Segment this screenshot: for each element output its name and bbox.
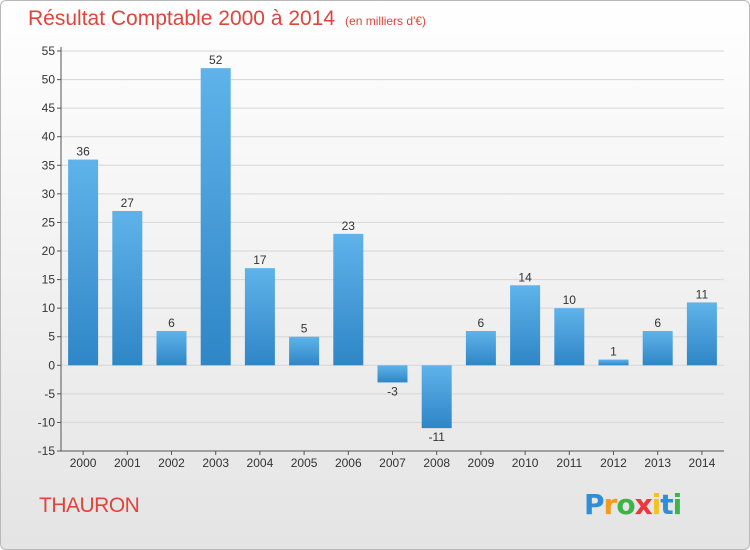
data-label-2003: 52 <box>209 53 223 67</box>
data-label-2009: 6 <box>478 316 485 330</box>
data-label-2004: 17 <box>253 253 267 267</box>
y-tick-label: 30 <box>42 187 56 201</box>
x-tick-label-2003: 2003 <box>202 456 229 470</box>
bar-2012 <box>598 359 629 366</box>
x-tick-label-2014: 2014 <box>689 456 716 470</box>
bar-2013 <box>642 331 673 366</box>
data-label-2014: 11 <box>696 287 709 301</box>
x-tick-label-2001: 2001 <box>114 456 141 470</box>
y-tick-label: -10 <box>38 415 56 429</box>
commune-name: THAURON <box>39 494 140 517</box>
bar-2002 <box>156 331 187 366</box>
bar-2010 <box>510 285 541 366</box>
data-label-2008: -11 <box>428 430 445 444</box>
y-tick-label: 25 <box>42 215 56 229</box>
x-tick-label-2008: 2008 <box>423 456 450 470</box>
x-tick-label-2011: 2011 <box>556 456 582 470</box>
x-tick-label-2006: 2006 <box>335 456 362 470</box>
data-label-2010: 14 <box>518 270 532 284</box>
bar-2011 <box>554 308 585 366</box>
data-label-2002: 6 <box>168 316 175 330</box>
y-tick-label: 5 <box>48 330 55 344</box>
proxiti-logo: Proxiti <box>584 488 683 521</box>
bar-2006 <box>333 233 364 366</box>
data-label-2012: 1 <box>610 345 617 359</box>
data-label-2006: 23 <box>342 219 356 233</box>
x-tick-label-2000: 2000 <box>70 456 97 470</box>
y-tick-label: 20 <box>42 244 56 258</box>
chart-unit: (en milliers d'€) <box>345 14 427 28</box>
x-tick-label-2012: 2012 <box>600 456 627 470</box>
chart-title: Résultat Comptable 2000 à 2014 <box>28 7 336 30</box>
bar-2004 <box>244 268 275 366</box>
data-label-2011: 10 <box>563 293 577 307</box>
logo-letter: P <box>584 488 605 521</box>
x-tick-label-2007: 2007 <box>379 456 406 470</box>
y-tick-label: 15 <box>42 273 56 287</box>
y-tick-label: 0 <box>48 358 55 372</box>
bar-2001 <box>112 211 143 366</box>
data-label-2013: 6 <box>654 316 661 330</box>
y-tick-label: 40 <box>42 130 56 144</box>
logo-letter: i <box>672 488 683 521</box>
logo-letter: t <box>660 488 673 521</box>
y-tick-label: 10 <box>42 301 56 315</box>
x-tick-label-2009: 2009 <box>468 456 495 470</box>
bar-2007 <box>377 365 408 383</box>
x-tick-label-2010: 2010 <box>512 456 539 470</box>
bar-2008 <box>421 365 452 429</box>
x-tick-label-2013: 2013 <box>644 456 671 470</box>
data-label-2007: -3 <box>387 384 398 398</box>
bar-2014 <box>686 302 717 366</box>
y-tick-label: 35 <box>42 158 56 172</box>
logo-letter: x <box>634 488 653 521</box>
data-label-2005: 5 <box>301 322 308 336</box>
y-tick-label: 45 <box>42 101 56 115</box>
x-tick-label-2004: 2004 <box>247 456 274 470</box>
logo-letter: r <box>603 488 618 521</box>
chart-title-block: Résultat Comptable 2000 à 2014 (en millie… <box>28 7 426 31</box>
bar-2000 <box>68 159 99 366</box>
x-tick-label-2002: 2002 <box>158 456 185 470</box>
bar-2009 <box>465 331 496 366</box>
y-tick-label: 55 <box>42 44 56 58</box>
y-tick-label: -15 <box>38 444 56 458</box>
bar-2005 <box>289 336 320 366</box>
logo-letter: o <box>616 488 635 521</box>
logo-letter: i <box>651 488 662 521</box>
y-tick-label: 50 <box>42 73 56 87</box>
bar-2003 <box>200 68 231 366</box>
data-label-2000: 36 <box>76 145 90 159</box>
x-tick-label-2005: 2005 <box>291 456 318 470</box>
y-tick-label: -5 <box>44 387 55 401</box>
data-label-2001: 27 <box>121 196 135 210</box>
